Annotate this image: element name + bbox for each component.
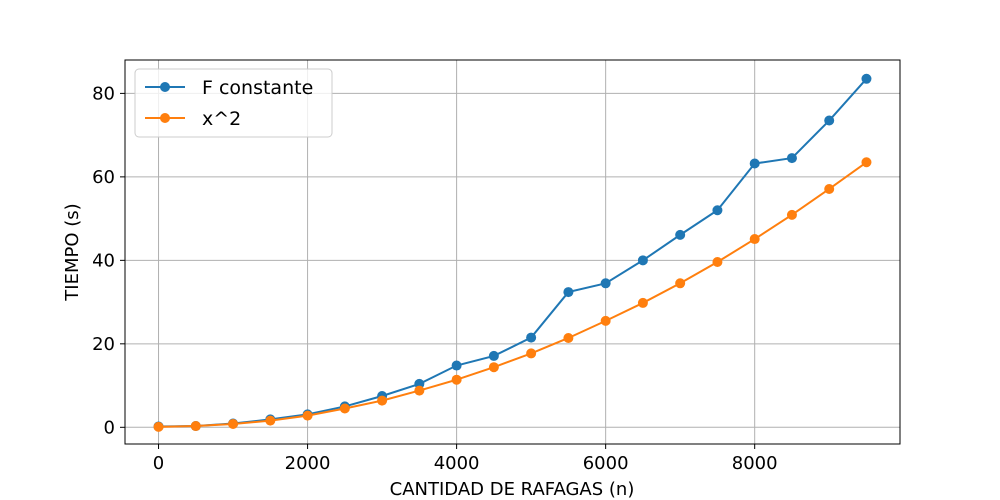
legend: F constante x^2 (134, 68, 333, 138)
data-point (861, 73, 872, 84)
data-point (824, 115, 835, 126)
x-tick-label: 2000 (285, 453, 331, 474)
legend-label-x2: x^2 (202, 108, 241, 130)
x-tick-label: 0 (153, 453, 164, 474)
y-tick-label: 60 (92, 167, 115, 188)
data-point (228, 418, 239, 429)
x-tick-label: 8000 (732, 453, 778, 474)
data-point (675, 229, 686, 240)
data-point (675, 278, 686, 289)
data-point (861, 157, 872, 168)
data-point (153, 421, 164, 432)
data-point (637, 297, 648, 308)
y-axis: 0 20 40 60 80 (92, 83, 125, 438)
data-point (712, 257, 723, 268)
data-point (786, 153, 797, 164)
data-point (451, 360, 462, 371)
legend-marker-f-constante (160, 82, 170, 92)
data-point (749, 158, 760, 169)
data-point (637, 255, 648, 266)
data-point (786, 209, 797, 220)
data-point (414, 385, 425, 396)
legend-marker-x2 (160, 113, 170, 123)
series-line (158, 78, 868, 428)
data-point (600, 315, 611, 326)
data-point (526, 348, 537, 359)
data-point (749, 234, 760, 245)
data-point (190, 421, 201, 432)
series-1 (153, 157, 872, 432)
data-point (265, 415, 276, 426)
plot-frame (124, 59, 901, 445)
data-point (451, 374, 462, 385)
data-point (824, 183, 835, 194)
y-axis-label: TIEMPO (s) (62, 203, 83, 301)
legend-item-x2: x^2 (145, 108, 241, 130)
x-tick-label: 4000 (434, 453, 480, 474)
y-tick-label: 80 (92, 83, 115, 104)
data-point (563, 287, 574, 298)
data-point (339, 403, 350, 414)
grid (125, 60, 900, 444)
data-point (712, 205, 723, 216)
data-point (377, 395, 388, 406)
data-point (302, 410, 313, 421)
legend-item-f-constante: F constante (145, 77, 313, 99)
y-tick-label: 20 (92, 334, 115, 355)
legend-label-f-constante: F constante (202, 77, 313, 99)
y-tick-label: 0 (104, 417, 115, 438)
data-point (488, 362, 499, 373)
x-tick-label: 6000 (583, 453, 629, 474)
series-layer (153, 73, 872, 432)
data-point (526, 332, 537, 343)
data-point (600, 278, 611, 289)
data-point (488, 350, 499, 361)
data-point (563, 332, 574, 343)
x-axis: 0 2000 4000 6000 8000 (153, 444, 778, 474)
y-tick-label: 40 (92, 250, 115, 271)
x-axis-label: CANTIDAD DE RAFAGAS (n) (390, 479, 635, 500)
series-line (158, 161, 868, 428)
